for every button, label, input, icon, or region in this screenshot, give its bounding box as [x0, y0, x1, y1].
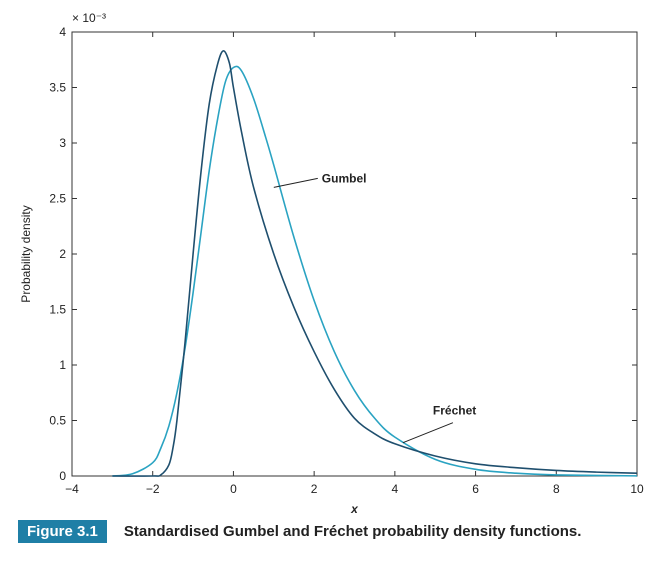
- annotation-label: Fréchet: [433, 404, 476, 418]
- x-axis: −4 −2 0 2 4 6 8 10: [65, 32, 644, 496]
- y-tick-label: 2: [59, 247, 66, 261]
- y-tick-label: 1.5: [49, 303, 66, 317]
- plot-area: [71, 31, 638, 477]
- annotation-label: Gumbel: [322, 171, 367, 185]
- series-line-frechet: [112, 50, 638, 477]
- figure-caption-text: Standardised Gumbel and Fréchet probabil…: [123, 523, 582, 540]
- x-tick-label: −4: [65, 482, 79, 496]
- figure-caption: Figure 3.1 Standardised Gumbel and Fréch…: [18, 520, 581, 543]
- figure-number-badge: Figure 3.1: [18, 520, 107, 543]
- annotation-pointer: [402, 422, 454, 444]
- y-axis: 0 0.5 1 1.5 2 2.5 3 3.5 4: [49, 25, 637, 483]
- x-tick-label: −2: [146, 482, 160, 496]
- y-tick-label: 2.5: [49, 192, 66, 206]
- x-tick-label: 2: [311, 482, 318, 496]
- y-exponent-label: × 10⁻³: [72, 11, 106, 25]
- y-tick-label: 1: [59, 358, 66, 372]
- x-tick-label: 0: [230, 482, 237, 496]
- annotation-pointer: [273, 177, 318, 188]
- y-tick-label: 3.5: [49, 81, 66, 95]
- annotation-layer: Gumbel Fréchet: [273, 171, 476, 444]
- x-axis-label: x: [350, 502, 359, 515]
- x-tick-label: 8: [553, 482, 560, 496]
- y-axis-label: Probability density: [19, 205, 33, 302]
- x-tick-label: 6: [472, 482, 479, 496]
- y-tick-label: 3: [59, 136, 66, 150]
- series-layer: [112, 50, 638, 477]
- y-tick-label: 0.5: [49, 414, 66, 428]
- x-tick-label: 10: [630, 482, 644, 496]
- chart: −4 −2 0 2 4 6 8 10 0 0.5 1 1.5 2 2.5 3 3.5 4 Gumbel Fréc…: [19, 11, 644, 515]
- y-tick-label: 0: [59, 469, 66, 483]
- x-tick-label: 4: [392, 482, 399, 496]
- y-tick-label: 4: [59, 25, 66, 39]
